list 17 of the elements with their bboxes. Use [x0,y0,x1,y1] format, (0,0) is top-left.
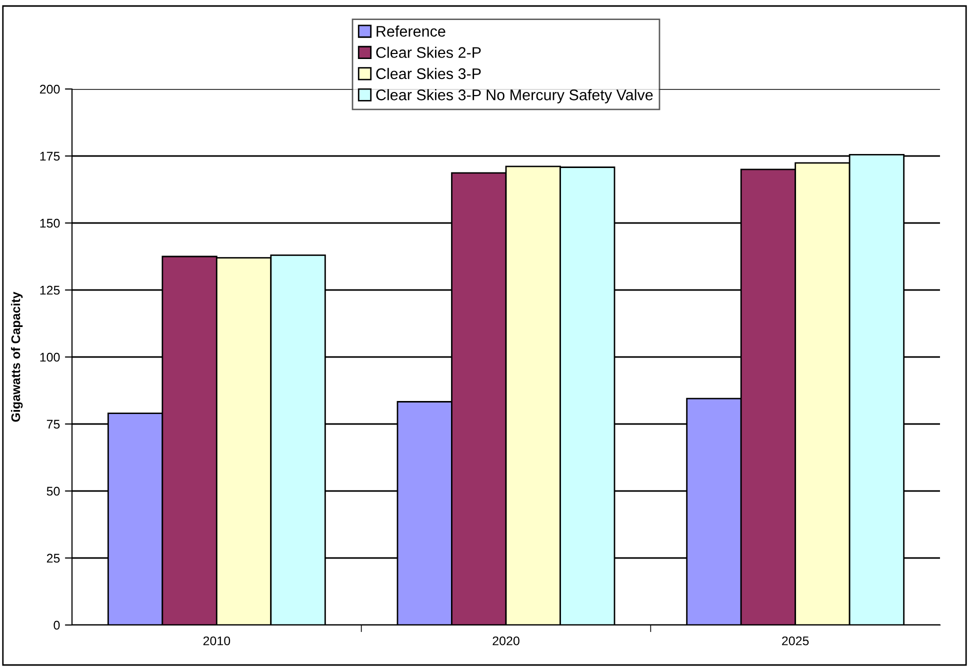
y-tick-label: 125 [40,286,60,295]
y-tick-label: 0 [54,620,60,630]
legend-label: Clear Skies 3-P No Mercury Safety Valve [376,89,653,104]
legend-label: Clear Skies 3-P [376,68,481,80]
legend-label: Reference [376,26,446,37]
x-tick-label: 2010 [203,636,230,646]
y-tick-label: 175 [40,152,60,161]
y-tick-label: 25 [46,554,60,563]
legend-label: Clear Skies 2-P [376,46,481,58]
y-axis-title: Gigawatts of Capacity [10,292,23,422]
x-tick-label: 2020 [492,636,520,646]
x-tick-label: 2025 [782,636,809,646]
y-tick-label: 100 [40,352,60,362]
y-tick-label: 75 [46,420,60,429]
y-tick-label: 150 [40,218,60,228]
y-tick-label: 50 [46,486,60,496]
y-tick-label: 200 [40,84,60,94]
